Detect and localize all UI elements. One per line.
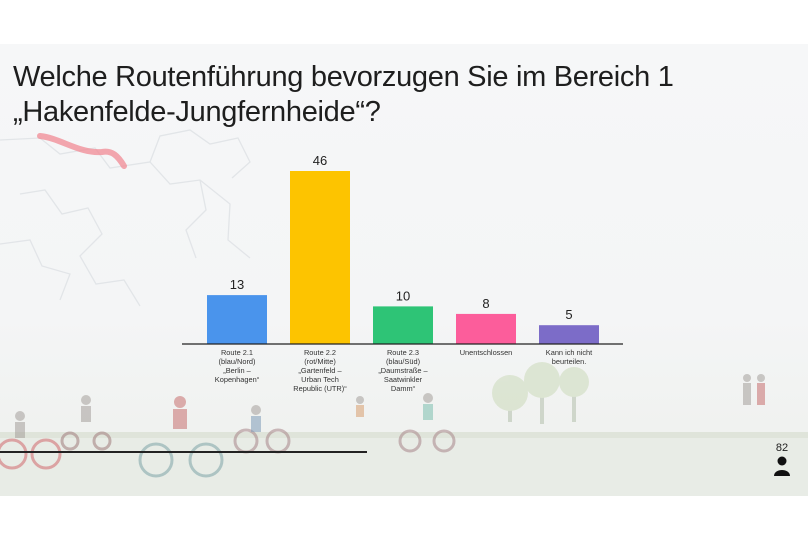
category-label-line: Republic (UTR)“: [293, 384, 347, 393]
divider: [0, 451, 367, 453]
bar-3: [373, 306, 433, 344]
category-label-line: Damm“: [391, 384, 416, 393]
category-label-line: „Daumstraße –: [378, 366, 428, 375]
category-label-line: Route 2.1: [221, 348, 253, 357]
category-label-line: Kann ich nicht: [546, 348, 592, 357]
category-label-line: „Berlin –: [223, 366, 251, 375]
bar-5: [539, 325, 599, 344]
bar-1: [207, 295, 267, 344]
page-title: Welche Routenführung bevorzugen Sie im B…: [13, 61, 674, 128]
category-label-3: Route 2.3(blau/Süd)„Daumstraße –Saatwink…: [378, 348, 428, 393]
data-label-1: 13: [230, 277, 244, 292]
category-label-line: (rot/Mitte): [304, 357, 336, 366]
category-label-1: Route 2.1(blau/Nord)„Berlin –Kopenhagen“: [215, 348, 260, 384]
bar-chart: 13 46 10 8 5 Route 2.1(blau/Nord)„Berlin –Ko…: [182, 153, 623, 393]
category-label-line: beurteilen.: [552, 357, 587, 366]
people-icon: [15, 374, 765, 438]
category-label-line: Route 2.3: [387, 348, 419, 357]
category-label-4: Unentschlossen: [460, 348, 513, 357]
bar-4: [456, 313, 516, 344]
participants-count: 82: [775, 442, 789, 454]
person-icon: [774, 456, 790, 476]
data-label-3: 10: [396, 288, 410, 303]
category-label-line: (blau/Nord): [219, 357, 256, 366]
cyclist-icon: [0, 428, 456, 478]
slide: Welche Routenführung bevorzugen Sie im B…: [0, 44, 808, 496]
tree-icon: [492, 362, 589, 424]
category-label-line: Unentschlossen: [460, 348, 513, 357]
category-label-line: Saatwinkler: [384, 375, 423, 384]
bar-2: [290, 171, 350, 344]
category-label-line: Urban Tech: [301, 375, 339, 384]
category-label-2: Route 2.2(rot/Mitte)„Gartenfeld –Urban T…: [293, 348, 347, 393]
category-label-line: (blau/Süd): [386, 357, 420, 366]
data-label-4: 8: [482, 296, 489, 311]
data-label-2: 46: [313, 153, 327, 168]
category-label-line: Kopenhagen“: [215, 375, 260, 384]
category-label-line: Route 2.2: [304, 348, 336, 357]
data-label-5: 5: [565, 307, 572, 322]
category-label-line: „Gartenfeld –: [298, 366, 342, 375]
participants-counter: 82: [770, 442, 794, 476]
background-illustration: [0, 129, 808, 496]
